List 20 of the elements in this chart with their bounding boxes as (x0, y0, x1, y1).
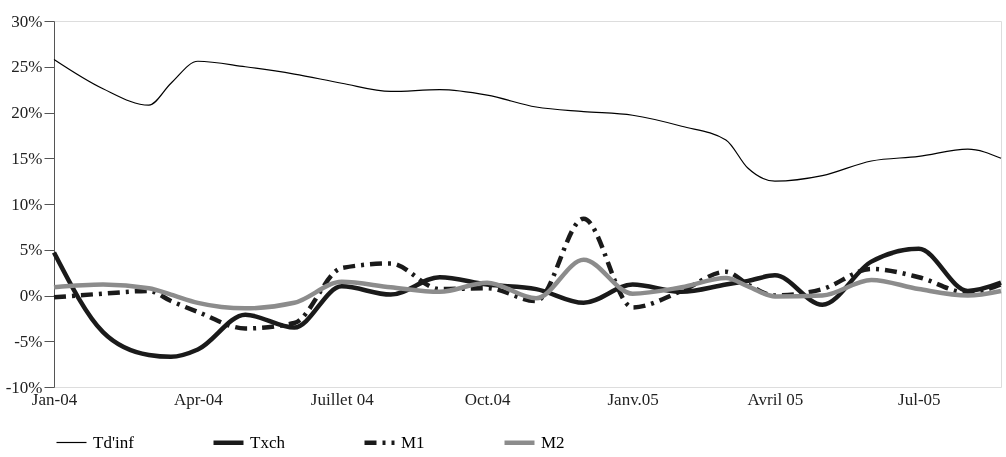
legend-label: M1 (401, 432, 425, 452)
line-series (51, 257, 1004, 311)
x-tick-label: Juillet 04 (310, 389, 375, 409)
legend-label: Td'inf (93, 432, 135, 452)
y-tick-label: 15% (11, 148, 43, 168)
x-tick-label: Jul-05 (898, 389, 941, 409)
legend-label: Txch (250, 432, 286, 452)
line-series (53, 58, 1002, 182)
x-tick-label: Apr-04 (173, 389, 224, 409)
y-tick-label: 10% (11, 194, 43, 214)
y-tick-label: -5% (14, 331, 43, 351)
y-tick-label: 20% (11, 103, 43, 122)
y-tick-label: 0% (19, 286, 43, 305)
y-tick-label: 5% (19, 240, 43, 260)
x-tick-label: Avril 05 (747, 389, 804, 409)
x-tick-label: Oct.04 (464, 389, 512, 409)
x-tick-label: Janv.05 (607, 389, 659, 409)
y-tick-label: 25% (11, 57, 43, 77)
y-tick-label: 30% (11, 11, 43, 31)
legend-label: M2 (541, 432, 565, 452)
